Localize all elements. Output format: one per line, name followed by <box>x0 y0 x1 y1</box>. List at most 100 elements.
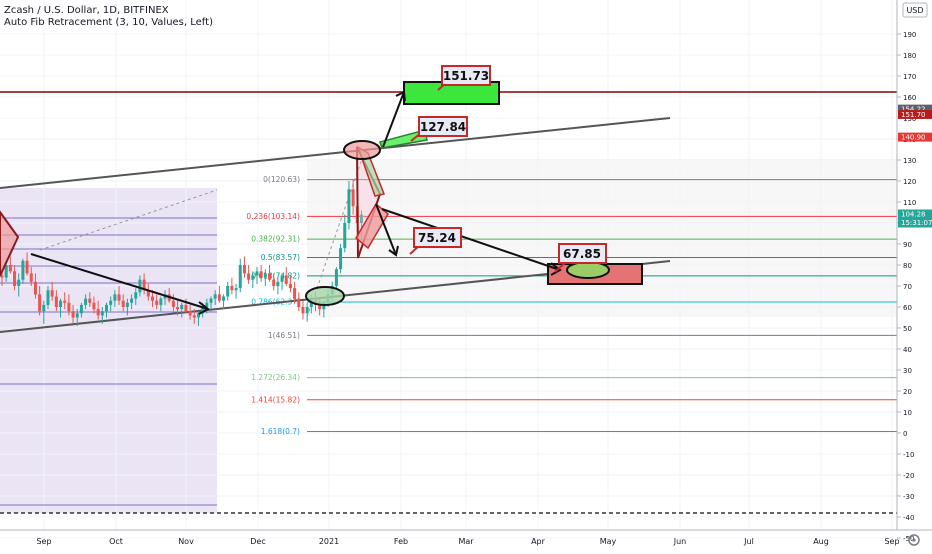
currency-label: USD <box>906 6 923 15</box>
candle-body <box>222 296 226 301</box>
candle-body <box>276 281 280 286</box>
callout-75-label: 75.24 <box>418 231 456 245</box>
up-arrow-head <box>395 90 406 102</box>
currency-button[interactable]: USD <box>902 2 928 18</box>
candle-body <box>146 290 150 297</box>
candle-body <box>247 273 251 280</box>
x-tick-label: 2021 <box>319 537 339 546</box>
x-tick-label: Nov <box>178 537 194 546</box>
y-tick-label: 170 <box>903 73 916 81</box>
callout-67[interactable]: 67.85 <box>554 243 607 273</box>
price-badge-label: 154.22 <box>901 106 926 114</box>
candle-body <box>113 294 117 301</box>
candle-body <box>121 300 125 307</box>
candle-body <box>351 189 355 207</box>
x-tick-label: Oct <box>109 537 123 546</box>
target-ellipse[interactable] <box>566 261 610 279</box>
x-tick-label: Dec <box>250 537 265 546</box>
y-tick-label: 80 <box>903 262 912 270</box>
x-tick-label: Apr <box>531 537 546 546</box>
x-tick-label: Sep <box>884 537 899 546</box>
price-badge <box>898 109 932 119</box>
down-arrow-left <box>30 253 209 310</box>
candle-body <box>359 214 363 223</box>
candle-body <box>213 294 217 299</box>
countdown-label: 15:31:07 <box>901 219 932 227</box>
candle-body <box>268 273 272 280</box>
candle-body <box>184 304 188 312</box>
down-arrow-left-head <box>198 301 210 315</box>
x-tick-label: Jul <box>743 537 754 546</box>
price-badge <box>898 132 932 142</box>
candle-body <box>33 281 37 295</box>
indicator-title: Auto Fib Retracement (3, 10, Values, Lef… <box>4 17 213 28</box>
candle-body <box>4 265 8 278</box>
callout-151[interactable]: 151.73 <box>437 65 491 91</box>
left-triangle-pattern[interactable] <box>0 210 20 277</box>
y-tick-label: -30 <box>903 493 914 501</box>
candle-body <box>180 304 184 310</box>
candle-body <box>88 298 92 303</box>
peak-ellipse[interactable] <box>343 140 381 160</box>
candle-body <box>67 302 71 312</box>
candle-body <box>255 271 259 276</box>
candle-body <box>138 279 142 293</box>
candle-body <box>309 300 313 307</box>
settings-icon[interactable] <box>908 534 920 546</box>
candle-body <box>75 313 79 318</box>
candle-body <box>234 288 238 291</box>
candle-body <box>192 315 196 318</box>
candle-body <box>17 279 21 286</box>
candle-body <box>8 265 12 272</box>
fib-label: 0.618(74.82) <box>251 271 300 280</box>
candle-body <box>50 290 54 297</box>
price-badge-label: 104.28 <box>901 211 926 219</box>
fib-label: 1.618(0.7) <box>261 427 300 436</box>
fib-label: 0.382(92.31) <box>251 235 300 244</box>
candle-body <box>21 260 25 280</box>
candle-body <box>259 271 263 278</box>
candle-body <box>42 304 46 312</box>
y-tick-label: 40 <box>903 346 912 354</box>
candle-body <box>217 294 221 301</box>
candle-body <box>196 313 200 318</box>
down-arrow-mid-head <box>388 245 399 257</box>
price-badge <box>898 209 932 228</box>
y-tick-label: 130 <box>903 157 916 165</box>
candle-body <box>297 298 301 307</box>
chart-title: Zcash / U.S. Dollar, 1D, BITFINEX <box>4 5 169 16</box>
candle-body <box>117 294 121 301</box>
y-tick-label: 0 <box>903 430 907 438</box>
bottom-ellipse[interactable] <box>305 286 345 306</box>
candle-body <box>71 311 75 318</box>
callout-75[interactable]: 75.24 <box>409 227 462 255</box>
fib-label: 0.236(103.14) <box>246 212 300 221</box>
fib-zone-background <box>307 159 897 317</box>
y-tick-label: 30 <box>903 367 912 375</box>
candle-body <box>46 290 50 305</box>
candle-body <box>59 300 63 307</box>
y-tick-label: 10 <box>903 409 912 417</box>
callout-127[interactable]: 127.84 <box>410 116 468 142</box>
fib-label: 0(120.63) <box>263 175 300 184</box>
y-tick-label: 120 <box>903 178 916 186</box>
candle-body <box>92 302 96 310</box>
candle-body <box>205 302 209 307</box>
callout-151-label: 151.73 <box>443 69 489 83</box>
candle-body <box>29 273 33 282</box>
time-axis[interactable]: Sep Oct Nov Dec 2021 Feb Mar Apr May Jun Jul Aug Sep <box>36 537 899 546</box>
candle-body <box>171 300 175 307</box>
candle-body <box>209 298 213 303</box>
candle-body <box>230 286 234 291</box>
x-tick-label: May <box>600 537 617 546</box>
down-arrow-right <box>381 208 561 271</box>
down-arrow-mid <box>375 203 397 256</box>
candle-body <box>318 304 322 310</box>
y-tick-label: -10 <box>903 451 914 459</box>
candle-body <box>96 309 100 316</box>
candle-body <box>347 189 351 223</box>
channel-upper-line[interactable] <box>0 117 671 189</box>
